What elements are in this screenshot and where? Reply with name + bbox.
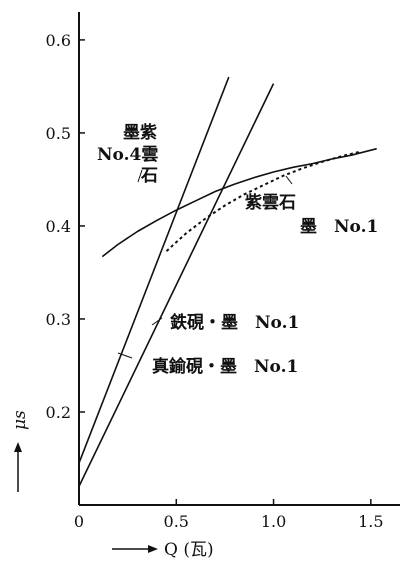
y-tick-label: 0.6 bbox=[46, 31, 71, 50]
x-tick-label: 0 bbox=[74, 512, 84, 531]
annotation-inkstone-no4-line1: 墨紫 bbox=[123, 122, 157, 143]
y-tick-label: 0.3 bbox=[46, 310, 71, 329]
y-tick-label: 0.4 bbox=[46, 217, 71, 236]
y-axis-title: μs bbox=[10, 410, 30, 430]
annotation-inkstone-no4-line2: No.4雲 bbox=[97, 145, 158, 165]
x-tick-label: 1.5 bbox=[358, 512, 383, 531]
leaders bbox=[117, 169, 293, 359]
leader-line-iron bbox=[151, 317, 163, 326]
x-axis-title: Q (瓦) bbox=[164, 540, 214, 560]
axis-titles: μs Q (瓦) bbox=[10, 410, 214, 560]
annotations: 墨紫 No.4雲 石 紫雲石 墨 No.1 鉄硯・墨 No.1 真鍮硯・墨 No… bbox=[97, 122, 378, 377]
series-line-inkstone-no4 bbox=[101, 147, 377, 258]
annotation-sumi-no1: 墨 No.1 bbox=[300, 217, 378, 237]
series-line-brass-inkstone bbox=[78, 83, 275, 487]
annotation-brass-inkstone: 真鍮硯・墨 No.1 bbox=[152, 356, 298, 377]
x-tick-label: 0.5 bbox=[164, 512, 189, 531]
annotation-inkstone-no4-line3: 石 bbox=[140, 166, 158, 186]
leader-line-inkstone-4 bbox=[137, 169, 143, 183]
annotation-iron-inkstone: 鉄硯・墨 No.1 bbox=[170, 312, 299, 333]
axes bbox=[78, 12, 400, 506]
x-tick-label: 1.0 bbox=[261, 512, 286, 531]
leader-line-brass bbox=[117, 352, 133, 359]
annotation-shiunseki: 紫雲石 bbox=[245, 192, 296, 213]
series bbox=[78, 76, 377, 487]
y-axis-arrow-head bbox=[14, 442, 22, 452]
series-line-shiunseki bbox=[165, 150, 362, 252]
x-axis-arrow-head bbox=[148, 545, 158, 553]
y-tick-label: 0.5 bbox=[46, 124, 71, 143]
ticks: 0 0.5 1.0 1.5 0.2 0.3 0.4 0.5 0.6 bbox=[46, 31, 384, 531]
series-line-iron-inkstone bbox=[78, 76, 230, 464]
y-tick-label: 0.2 bbox=[46, 403, 71, 422]
leader-line-shiunseki bbox=[285, 175, 293, 185]
